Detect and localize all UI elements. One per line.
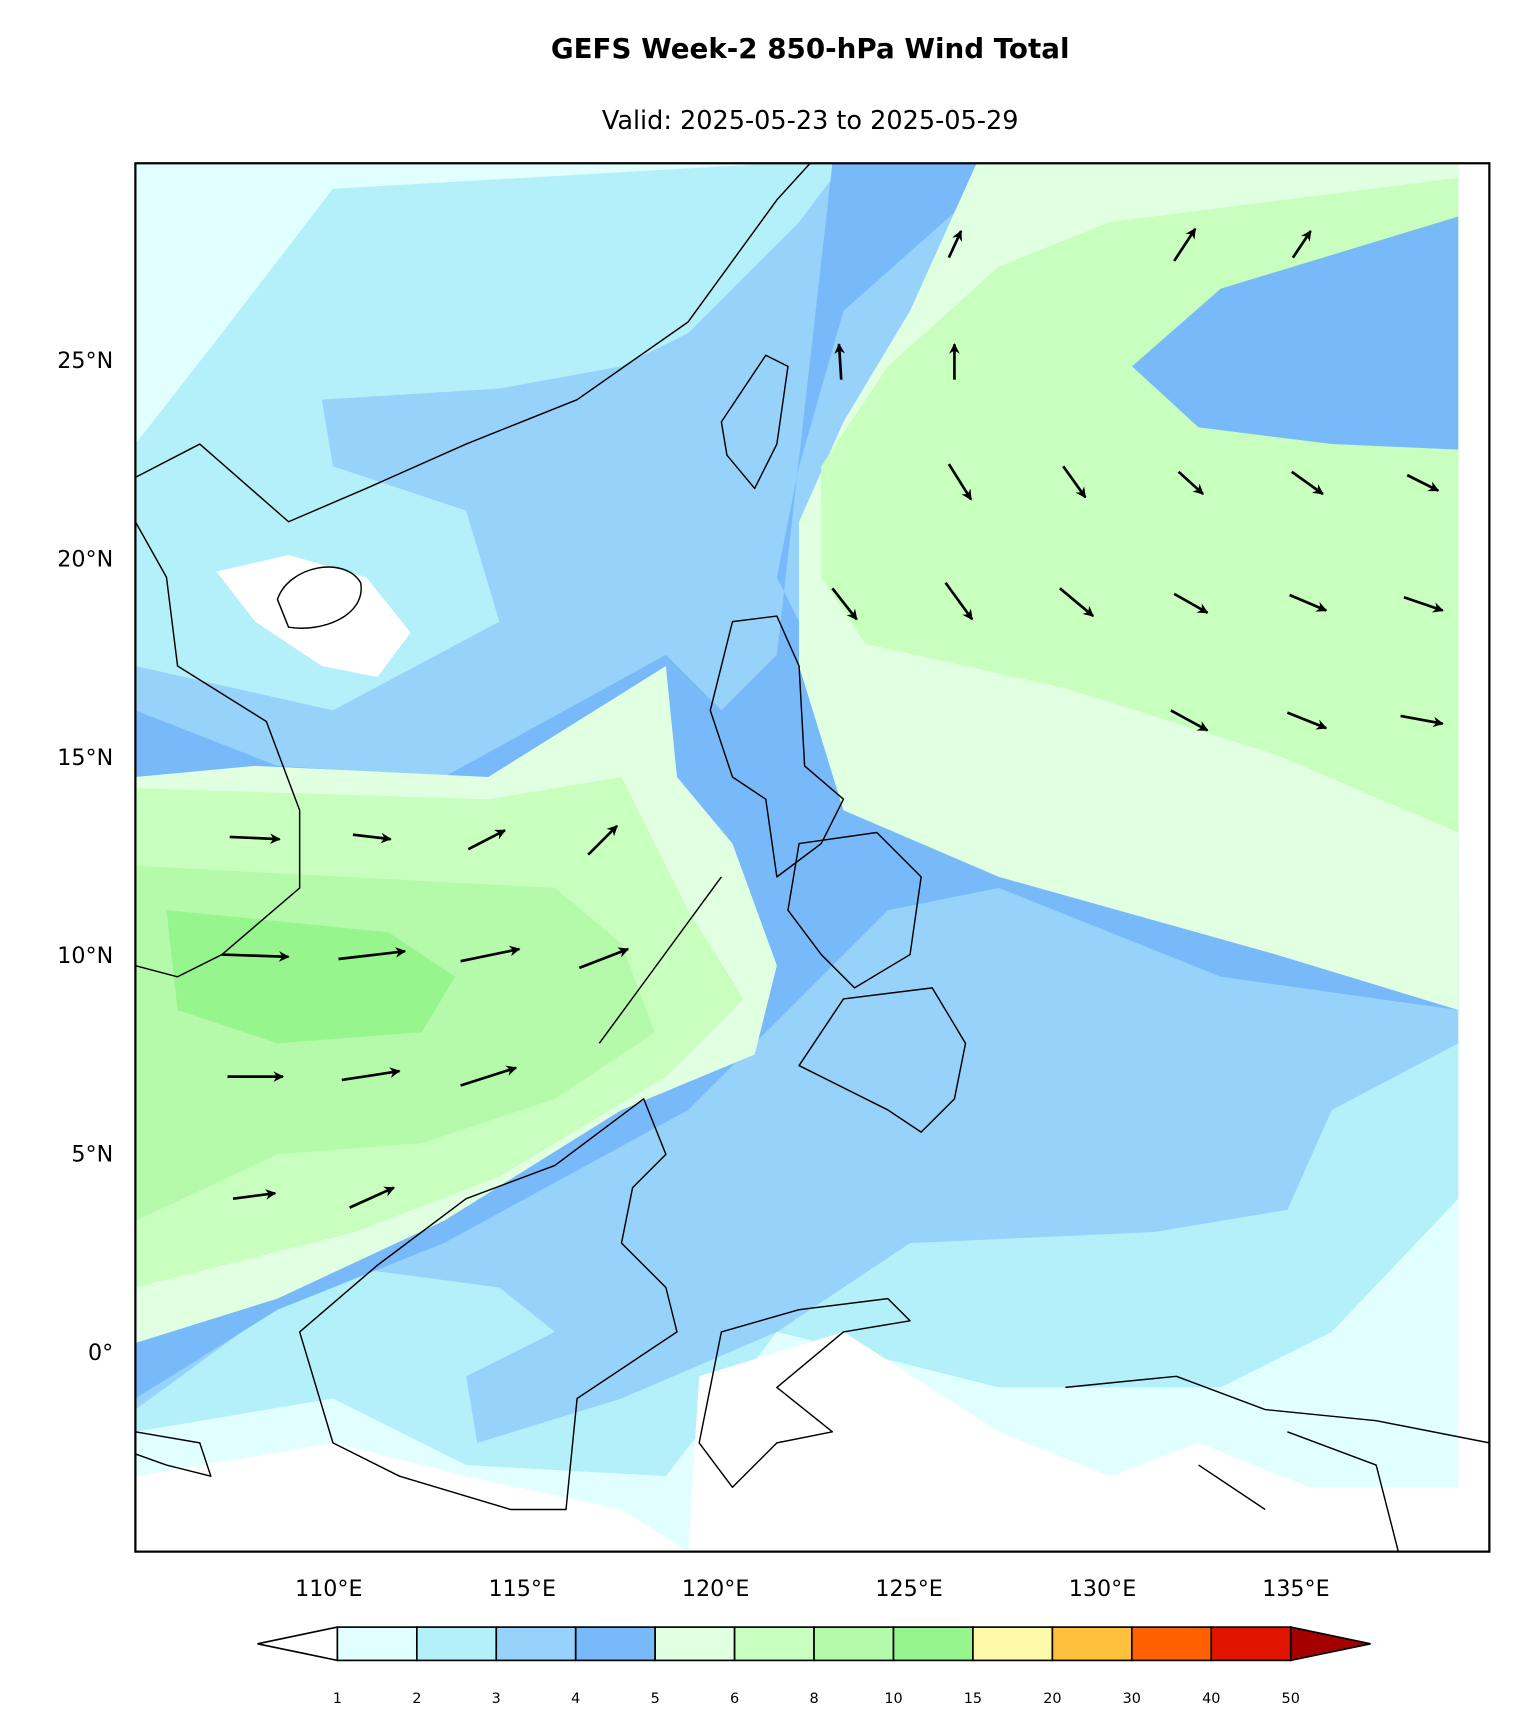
colorbar-label: 1 xyxy=(333,1691,342,1707)
lon-label: 115°E xyxy=(489,1576,556,1602)
lon-label: 130°E xyxy=(1069,1576,1136,1602)
colorbar-label: 10 xyxy=(884,1691,902,1707)
colorbar-label: 2 xyxy=(412,1691,421,1707)
title: GEFS Week-2 850-hPa Wind Total xyxy=(551,32,1070,65)
wind-arrows xyxy=(221,227,1444,1209)
colorbar-label: 6 xyxy=(730,1691,739,1707)
lat-label: 20°N xyxy=(57,546,113,572)
lat-label: 5°N xyxy=(71,1141,113,1167)
colorbar-label: 5 xyxy=(651,1691,660,1707)
map-area xyxy=(135,163,1490,1552)
colorbar-label: 3 xyxy=(492,1691,501,1707)
lat-label: 10°N xyxy=(57,943,113,969)
colorbar-box xyxy=(972,1626,1054,1662)
colorbar-box xyxy=(813,1626,895,1662)
lon-label: 125°E xyxy=(875,1576,942,1602)
axes: 25°N 20°N 15°N 10°N 5°N 0° 110°E 115°E 120°E 125°… xyxy=(57,348,1329,1602)
subtitle: Valid: 2025-05-23 to 2025-05-29 xyxy=(602,106,1019,136)
lon-label: 110°E xyxy=(295,1576,362,1602)
colorbar-box xyxy=(574,1626,656,1662)
colorbar-label: 40 xyxy=(1202,1691,1220,1707)
lon-label: 135°E xyxy=(1262,1576,1329,1602)
lat-label: 0° xyxy=(88,1340,113,1366)
colorbar-label: 20 xyxy=(1043,1691,1061,1707)
colorbar-label: 4 xyxy=(571,1691,580,1707)
colorbar-box xyxy=(495,1626,577,1662)
colorbar-under xyxy=(257,1626,339,1662)
colorbar-box xyxy=(415,1626,498,1662)
colorbar-box xyxy=(733,1626,815,1662)
colorbar-box xyxy=(892,1626,974,1662)
colorbar-label: 50 xyxy=(1282,1691,1300,1707)
colorbar-label: 15 xyxy=(964,1691,982,1707)
colorbar-over xyxy=(1289,1626,1371,1662)
colorbar-box xyxy=(1051,1626,1133,1662)
colorbar-box xyxy=(654,1626,736,1662)
lon-label: 120°E xyxy=(682,1576,749,1602)
colorbar-box xyxy=(1210,1626,1292,1662)
colorbar-label: 8 xyxy=(809,1691,818,1707)
map-frame xyxy=(134,162,1491,1553)
lat-label: 15°N xyxy=(57,745,113,771)
colorbar-box xyxy=(1130,1626,1213,1662)
colorbar: 1 2 3 4 5 6 8 10 15 20 30 40 50 xyxy=(257,1626,1371,1707)
colorbar-label: 30 xyxy=(1123,1691,1141,1707)
colorbar-box xyxy=(336,1626,418,1662)
lat-label: 25°N xyxy=(57,348,113,374)
